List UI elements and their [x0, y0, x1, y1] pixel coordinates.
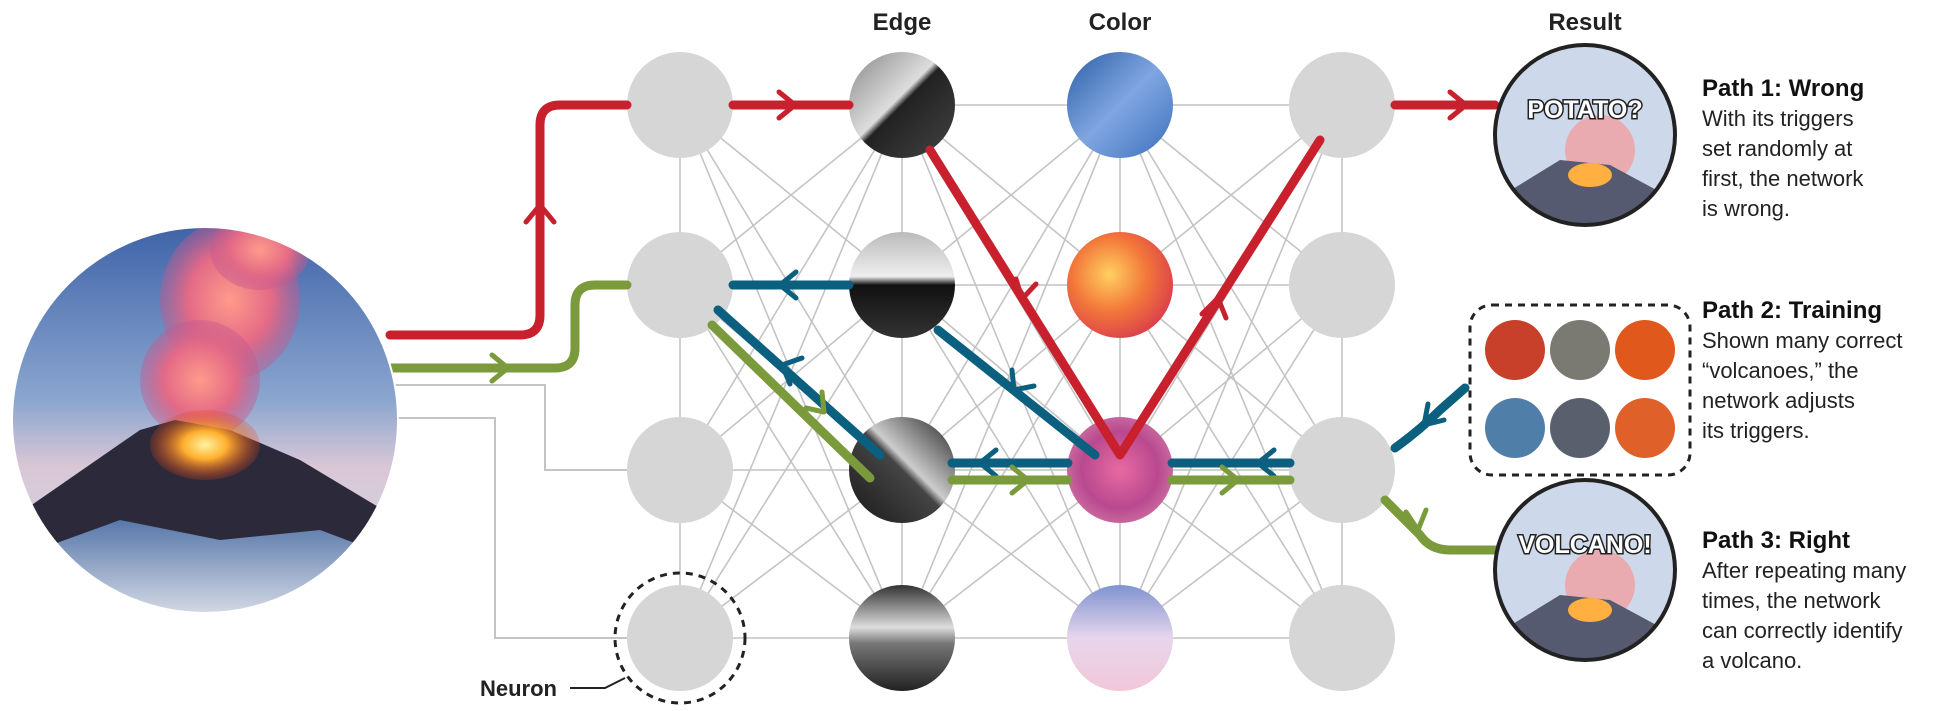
- path-3-caption: Path 3: Right After repeating many times…: [1702, 527, 1906, 673]
- neuron: [627, 585, 733, 691]
- header-color: Color: [1089, 9, 1152, 36]
- path-2-caption: Path 2: Training Shown many correct “vol…: [1702, 297, 1903, 443]
- result-wrong: POTATO?: [1493, 43, 1677, 227]
- input-connectors: [390, 384, 640, 639]
- path-wrong: [385, 100, 1500, 460]
- neuron: [1289, 52, 1395, 158]
- path-3-line: a volcano.: [1702, 648, 1802, 673]
- result-wrong-label: POTATO?: [1527, 96, 1642, 124]
- neuron-label: Neuron: [480, 676, 557, 701]
- connection-line: [679, 284, 903, 639]
- neuron: [627, 417, 733, 523]
- path-training: [713, 280, 1470, 468]
- path-1-line: set randomly at: [1702, 136, 1852, 161]
- header-edge: Edge: [873, 9, 932, 36]
- color-feature-neuron: [1067, 585, 1173, 691]
- path-1-line: first, the network: [1702, 166, 1864, 191]
- path-training-arrows: [777, 269, 1447, 479]
- edge-feature-neuron: [849, 52, 955, 158]
- path-3-line: times, the network: [1702, 588, 1882, 613]
- result-right-label: VOLCANO!: [1518, 531, 1651, 559]
- path-2-line: “volcanoes,” the: [1702, 358, 1859, 383]
- edge-feature-neuron: [849, 585, 955, 691]
- neuron-leader-line: [570, 677, 626, 689]
- path-2-line: network adjusts: [1702, 388, 1855, 413]
- header-result: Result: [1548, 9, 1621, 36]
- path-1-title: Path 1: Wrong: [1702, 75, 1864, 102]
- neuron-highlight-ring: [613, 571, 747, 705]
- connection-line: [1119, 104, 1343, 639]
- neuron-layers: [613, 52, 1395, 705]
- neuron: [627, 232, 733, 338]
- color-feature-neuron: [1067, 52, 1173, 158]
- path-right: [385, 280, 1500, 555]
- neuron: [627, 52, 733, 158]
- color-feature-neuron: [1067, 417, 1173, 523]
- edge-feature-neuron: [849, 417, 955, 523]
- volcano-photo-icon: [11, 226, 399, 614]
- path-1-line: is wrong.: [1702, 196, 1790, 221]
- path-2-title: Path 2: Training: [1702, 297, 1882, 324]
- neuron: [1289, 417, 1395, 523]
- path-1-line: With its triggers: [1702, 106, 1854, 131]
- path-right-arrows: [489, 352, 1429, 533]
- path-2-line: Shown many correct: [1702, 328, 1903, 353]
- color-feature-neuron: [1067, 232, 1173, 338]
- path-3-line: can correctly identify: [1702, 618, 1903, 643]
- edge-feature-neuron: [849, 232, 955, 338]
- path-wrong-arrows: [523, 89, 1469, 321]
- path-1-caption: Path 1: Wrong With its triggers set rand…: [1702, 75, 1864, 221]
- path-2-line: its triggers.: [1702, 418, 1810, 443]
- volcano-thumbnails-icon: [1468, 303, 1692, 477]
- neuron: [1289, 232, 1395, 338]
- neuron: [1289, 585, 1395, 691]
- path-3-line: After repeating many: [1702, 558, 1906, 583]
- path-3-title: Path 3: Right: [1702, 527, 1850, 554]
- result-right: VOLCANO!: [1493, 478, 1677, 662]
